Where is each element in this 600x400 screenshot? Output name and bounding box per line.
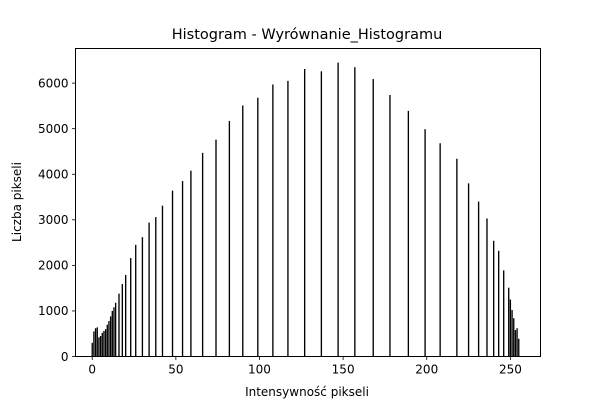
histogram-bar	[104, 329, 107, 357]
histogram-bar	[190, 170, 192, 357]
histogram-bar	[242, 105, 244, 357]
histogram-bar	[98, 337, 100, 357]
histogram-bar	[215, 139, 217, 357]
x-axis-ticks: 0 50 100 150 200 250	[88, 356, 522, 377]
histogram-bar	[511, 310, 513, 357]
histogram-bar	[94, 328, 97, 357]
bars-group	[91, 62, 520, 357]
histogram-bar	[424, 129, 426, 357]
x-tick-label: 250	[499, 363, 522, 377]
histogram-bar	[103, 330, 105, 357]
y-tick-label: 5000	[38, 122, 69, 136]
histogram-bar	[272, 84, 274, 357]
histogram-bar	[130, 258, 132, 357]
y-tick-label: 2000	[38, 259, 69, 273]
histogram-bar	[121, 284, 124, 357]
histogram-bar	[148, 222, 150, 357]
histogram-bar	[91, 342, 93, 357]
y-tick-label: 0	[61, 350, 69, 364]
histogram-bar	[509, 299, 512, 357]
histogram-bar	[320, 71, 323, 357]
y-tick-label: 6000	[38, 76, 69, 90]
histogram-bar	[257, 97, 259, 357]
histogram-bar	[514, 330, 517, 357]
histogram-bar	[155, 217, 157, 357]
histogram-bar	[518, 338, 520, 357]
histogram-bar	[113, 307, 115, 357]
x-tick-label: 50	[168, 363, 183, 377]
histogram-bar	[303, 69, 306, 357]
histogram-bar	[337, 62, 339, 357]
y-tick-label: 3000	[38, 213, 69, 227]
histogram-bar	[181, 181, 184, 357]
histogram-bar	[109, 316, 112, 357]
histogram-bar	[125, 274, 127, 357]
histogram-bar	[439, 143, 441, 357]
chart-title: Histogram - Wyrównanie_Histogramu	[172, 27, 443, 43]
y-axis-ticks: 0 1000 2000 3000 4000 5000 6000	[38, 76, 76, 364]
y-tick-label: 1000	[38, 304, 69, 318]
histogram-bar	[516, 328, 518, 357]
histogram-bar	[114, 302, 117, 357]
histogram-bar	[486, 218, 488, 357]
histogram-bar	[407, 110, 410, 357]
histogram-bar	[389, 94, 391, 357]
histogram-bar	[493, 240, 495, 357]
histogram-bar	[477, 201, 480, 357]
histogram-bar	[99, 336, 102, 357]
x-tick-label: 150	[332, 363, 355, 377]
histogram-bar	[467, 183, 470, 357]
plot-frame	[75, 48, 541, 357]
y-tick-label: 4000	[38, 168, 69, 182]
histogram-bar	[508, 287, 510, 357]
histogram-bar	[135, 244, 137, 357]
histogram-bar	[93, 331, 95, 357]
histogram-bar	[108, 320, 110, 357]
histogram-bar	[456, 158, 458, 357]
histogram-bar	[354, 67, 356, 357]
histogram-bar	[96, 327, 98, 357]
histogram-bar	[141, 237, 144, 357]
histogram-bar	[287, 80, 289, 357]
histogram-bar	[498, 250, 500, 357]
x-axis-label: Intensywność pikseli	[245, 385, 369, 399]
histogram-bar	[503, 270, 505, 357]
histogram-bar	[101, 332, 103, 357]
histogram-bar	[171, 190, 174, 357]
histogram-bar	[106, 324, 108, 357]
x-tick-label: 200	[415, 363, 438, 377]
histogram-bar	[111, 310, 113, 357]
histogram-bar	[118, 293, 120, 357]
histogram-bar	[372, 79, 374, 357]
x-tick-label: 100	[248, 363, 271, 377]
x-tick-label: 0	[88, 363, 96, 377]
histogram-bar	[201, 152, 204, 357]
histogram-bar	[228, 120, 231, 357]
y-axis-label: Liczba pikseli	[10, 162, 24, 242]
histogram-bar	[513, 318, 515, 357]
histogram-bar	[161, 205, 164, 357]
